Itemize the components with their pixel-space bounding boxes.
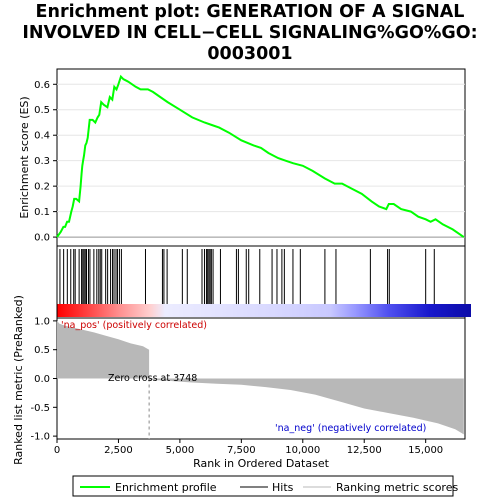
es-y-tick-label: 0.1 xyxy=(34,207,50,218)
metric-y-tick-label: -0.5 xyxy=(30,403,50,414)
legend-label-hits: Hits xyxy=(272,481,294,494)
ranking-color-bar xyxy=(57,304,471,317)
metric-x-tick-label: 2,500 xyxy=(104,445,133,456)
title-line-2: INVOLVED IN CELL−CELL SIGNALING%GO%GO: xyxy=(22,23,477,43)
metric-panel: 1.0 0.5 0.0 -0.5 -1.0 0 2,500 5,000 7,500 10,000… xyxy=(12,295,466,470)
metric-x-ticks: 0 2,500 5,000 7,500 10,000 12,500 15,000 xyxy=(54,439,443,456)
es-panel-frame xyxy=(56,68,466,247)
title-line-1: Enrichment plot: GENERATION OF A SIGNAL xyxy=(36,2,465,22)
metric-x-tick-label: 0 xyxy=(54,445,60,456)
enrichment-profile-line xyxy=(56,74,465,238)
es-y-tick-label: 0.6 xyxy=(34,80,50,91)
metric-y-ticks: 1.0 0.5 0.0 -0.5 -1.0 xyxy=(30,316,57,443)
pos-correlated-label: 'na_pos' (positively correlated) xyxy=(61,320,207,331)
legend: Enrichment profile Hits Ranking metric s… xyxy=(72,475,458,497)
chart-title: Enrichment plot: GENERATION OF A SIGNAL … xyxy=(22,2,477,64)
legend-item-enrichment-profile: Enrichment profile xyxy=(80,481,217,494)
neg-correlated-label: 'na_neg' (negatively correlated) xyxy=(275,423,426,434)
es-y-ticks: 0.0 0.1 0.2 0.3 0.4 0.5 0.6 xyxy=(34,80,57,244)
metric-x-tick-label: 12,500 xyxy=(347,445,382,456)
metric-y-tick-label: 1.0 xyxy=(34,316,50,327)
es-y-tick-label: 0.5 xyxy=(34,105,50,116)
legend-label-enrichment-profile: Enrichment profile xyxy=(115,481,217,494)
es-y-tick-label: 0.4 xyxy=(34,131,50,142)
es-y-tick-label: 0.0 xyxy=(34,233,50,244)
es-y-tick-label: 0.2 xyxy=(34,182,50,193)
metric-y-tick-label: -1.0 xyxy=(30,432,50,443)
legend-box xyxy=(72,475,454,497)
legend-label-ranking-metric: Ranking metric scores xyxy=(336,481,458,494)
ranking-metric-area xyxy=(57,320,464,435)
title-line-3: 0003001 xyxy=(207,44,292,64)
es-y-tick-label: 0.3 xyxy=(34,156,50,167)
es-y-axis-label: Enrichment score (ES) xyxy=(18,96,31,218)
metric-x-axis-label: Rank in Ordered Dataset xyxy=(193,457,330,470)
legend-item-hits: Hits xyxy=(240,481,294,494)
metric-y-axis-label: Ranked list metric (PreRanked) xyxy=(12,295,25,465)
legend-item-ranking-metric: Ranking metric scores xyxy=(303,481,458,494)
metric-x-tick-label: 10,000 xyxy=(285,445,320,456)
metric-y-tick-label: 0.5 xyxy=(34,345,50,356)
metric-x-tick-label: 7,500 xyxy=(227,445,256,456)
hits-panel xyxy=(56,245,471,319)
metric-x-tick-label: 5,000 xyxy=(166,445,195,456)
hit-lines xyxy=(59,249,435,304)
metric-y-tick-label: 0.0 xyxy=(34,374,50,385)
zero-cross-label: Zero cross at 3748 xyxy=(108,373,197,384)
metric-x-tick-label: 15,000 xyxy=(408,445,443,456)
es-grid xyxy=(57,83,465,238)
es-panel: 0.0 0.1 0.2 0.3 0.4 0.5 0.6 Enrichment score (… xyxy=(18,68,466,247)
